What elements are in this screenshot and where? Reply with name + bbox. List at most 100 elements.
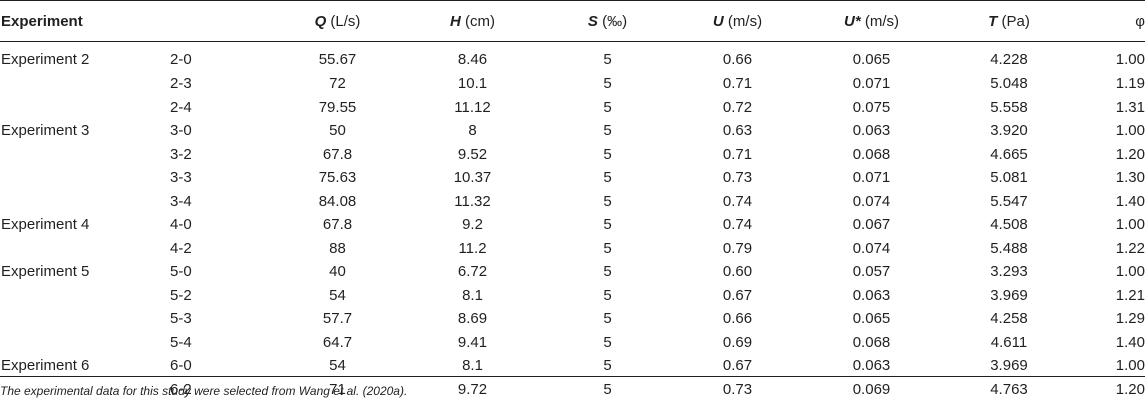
cell-s: 5 [603, 333, 612, 351]
cell-h: 8.1 [462, 286, 483, 304]
header-h: H (cm) [405, 0, 540, 42]
header-t: T (Pa) [943, 0, 1075, 42]
cell-run: 5-3 [170, 310, 192, 328]
cell-t: 4.228 [990, 51, 1028, 68]
cell-h: 10.37 [453, 169, 492, 187]
cell-s: 5 [603, 98, 612, 116]
cell-t: 4.665 [990, 145, 1028, 163]
cell-experiment: Experiment 3 [1, 122, 90, 140]
cell-q: 84.08 [318, 192, 357, 210]
cell-s: 5 [603, 381, 612, 398]
cell-ustar: 0.068 [852, 145, 891, 163]
cell-t: 4.258 [990, 310, 1028, 328]
cell-ustar: 0.069 [852, 381, 891, 398]
cell-q: 64.7 [322, 333, 353, 351]
cell-run: 3-2 [170, 145, 192, 163]
cell-u: 0.72 [722, 98, 753, 116]
cell-h: 9.52 [457, 145, 488, 163]
cell-u: 0.71 [722, 75, 753, 93]
cell-experiment [0, 237, 170, 261]
cell-h: 10.1 [457, 75, 488, 93]
cell-t: 5.048 [990, 75, 1028, 93]
header-phi: φ [1075, 0, 1145, 42]
cell-phi: 1.31 [1115, 98, 1145, 116]
table-bottom-rule [0, 376, 1145, 377]
table-row: Experiment 3 3-0 50 8 5 0.63 0.063 3.920 1.00 [0, 119, 1145, 143]
cell-q: 67.8 [322, 216, 353, 234]
cell-ustar: 0.063 [852, 122, 891, 140]
cell-ustar: 0.065 [852, 310, 891, 328]
cell-experiment [0, 284, 170, 308]
cell-h: 11.2 [458, 239, 487, 257]
cell-s: 5 [603, 263, 612, 281]
table-row: 3-3 75.63 10.37 5 0.73 0.071 5.081 1.30 [0, 166, 1145, 190]
cell-t: 5.558 [990, 98, 1028, 116]
cell-h: 8.46 [457, 51, 488, 68]
cell-s: 5 [603, 357, 612, 375]
cell-run: 6-2 [170, 381, 192, 398]
cell-s: 5 [603, 122, 612, 140]
cell-s: 5 [603, 192, 612, 210]
cell-q: 79.55 [318, 98, 357, 116]
cell-phi: 1.00 [1115, 263, 1145, 281]
cell-experiment [0, 307, 170, 331]
cell-phi: 1.40 [1115, 192, 1145, 210]
cell-ustar: 0.057 [852, 263, 891, 281]
cell-experiment [0, 190, 170, 214]
cell-h: 8 [468, 122, 477, 140]
cell-ustar: 0.063 [852, 357, 891, 375]
cell-phi: 1.00 [1115, 122, 1145, 140]
cell-h: 9.2 [462, 216, 483, 234]
cell-h: 8.69 [457, 310, 488, 328]
cell-ustar: 0.075 [852, 98, 891, 116]
cell-run: 2-3 [170, 75, 192, 93]
cell-q: 72 [329, 75, 346, 93]
cell-experiment [0, 166, 170, 190]
cell-run: 3-0 [170, 122, 192, 140]
cell-q: 57.7 [322, 310, 353, 328]
cell-s: 5 [603, 51, 612, 68]
cell-u: 0.67 [722, 357, 753, 375]
header-row: Experiment Q (L/s) H (cm) S (‰) U (m/s) … [0, 0, 1145, 42]
table-row: Experiment 5 5-0 40 6.72 5 0.60 0.057 3.293 1.00 [0, 260, 1145, 284]
cell-u: 0.66 [722, 310, 753, 328]
cell-phi: 1.20 [1115, 145, 1145, 163]
cell-run: 5-2 [170, 286, 192, 304]
cell-u: 0.74 [722, 216, 753, 234]
cell-h: 9.41 [457, 333, 488, 351]
cell-u: 0.66 [722, 51, 753, 68]
cell-phi: 1.30 [1115, 169, 1145, 187]
header-u: U (m/s) [675, 0, 800, 42]
cell-q: 50 [329, 122, 346, 140]
cell-u: 0.69 [722, 333, 753, 351]
cell-run: 2-4 [170, 98, 192, 116]
cell-h: 9.72 [457, 381, 488, 398]
cell-u: 0.79 [722, 239, 753, 257]
cell-u: 0.60 [722, 263, 753, 281]
cell-ustar: 0.074 [852, 239, 891, 257]
cell-phi: 1.22 [1115, 239, 1145, 257]
table-row: 6-2 71 9.72 5 0.73 0.069 4.763 1.20 [0, 378, 1145, 402]
cell-phi: 1.00 [1115, 357, 1145, 375]
cell-t: 3.293 [990, 263, 1028, 281]
cell-u: 0.73 [722, 169, 753, 187]
cell-phi: 1.19 [1115, 75, 1145, 93]
table-row: Experiment 6 6-0 54 8.1 5 0.67 0.063 3.969 1.00 [0, 354, 1145, 378]
cell-q: 88 [329, 239, 346, 257]
cell-t: 5.488 [990, 239, 1028, 257]
cell-s: 5 [603, 310, 612, 328]
cell-h: 11.32 [454, 192, 491, 210]
cell-ustar: 0.065 [852, 51, 891, 68]
cell-run: 2-0 [170, 51, 192, 68]
cell-q: 54 [329, 357, 346, 375]
table-footnote: The experimental data for this study wer… [0, 384, 408, 398]
table-row: 3-4 84.08 11.32 5 0.74 0.074 5.547 1.40 [0, 190, 1145, 214]
cell-ustar: 0.068 [852, 333, 891, 351]
table-row: 4-2 88 11.2 5 0.79 0.074 5.488 1.22 [0, 237, 1145, 261]
cell-experiment [0, 72, 170, 96]
cell-experiment [0, 143, 170, 167]
cell-phi: 1.29 [1115, 310, 1145, 328]
table-row: 2-4 79.55 11.12 5 0.72 0.075 5.558 1.31 [0, 96, 1145, 120]
